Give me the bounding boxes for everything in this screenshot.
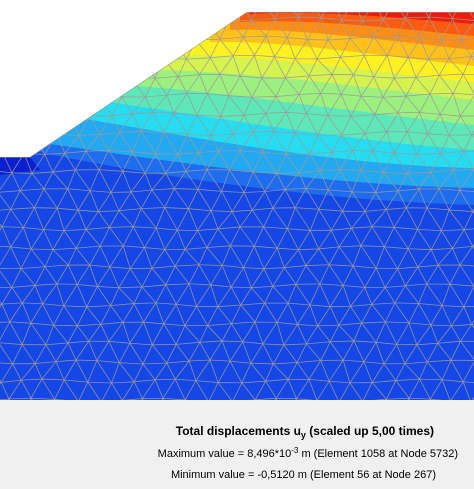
- legend-panel: Total displacements uy (scaled up 5,00 t…: [0, 400, 474, 489]
- plot-title: Total displacements uy (scaled up 5,00 t…: [175, 424, 434, 440]
- mesh-lines: [0, 12, 474, 400]
- model-boundary: [0, 12, 474, 158]
- finite-element-mesh: [0, 12, 474, 400]
- contour-band-10: [240, 12, 474, 36]
- plot-viewport[interactable]: [0, 0, 474, 400]
- maximum-value-label: Maximum value = 8,496*10-3 m (Element 10…: [157, 446, 458, 460]
- displacement-contour-plot: [0, 12, 474, 400]
- minimum-value-label: Minimum value = -0,5120 m (Element 56 at…: [170, 469, 436, 481]
- contour-pocket: [0, 157, 40, 175]
- contour-band-11: [250, 12, 474, 24]
